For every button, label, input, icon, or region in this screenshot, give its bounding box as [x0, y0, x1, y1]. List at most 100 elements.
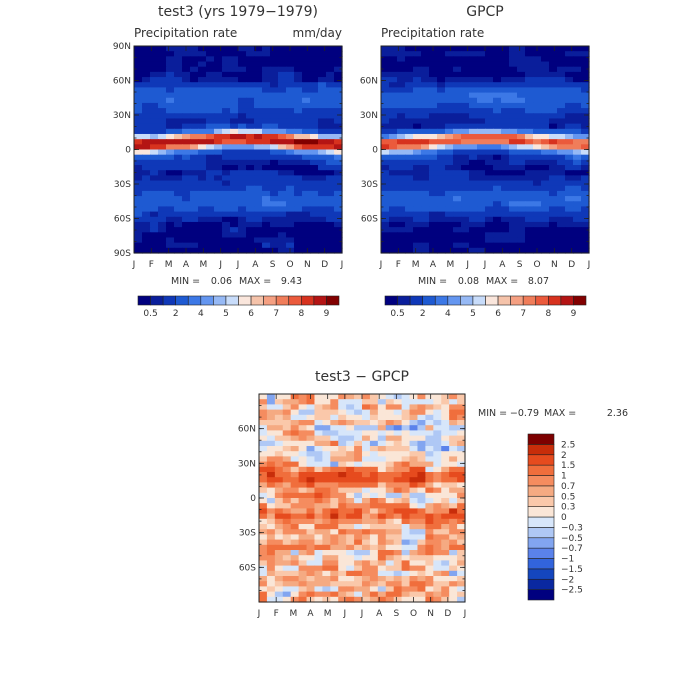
panel1-cell-593	[302, 159, 311, 166]
panel3-cell-342	[290, 461, 300, 468]
panel2-cell-596	[573, 159, 582, 166]
panel1-cell-531	[222, 149, 231, 156]
panel3-cell-493	[457, 487, 466, 494]
panel1-cell-806	[134, 206, 143, 213]
panel1-cell-232	[326, 87, 335, 94]
panel1-cell-1005	[270, 242, 279, 249]
panel2-cell-59	[437, 56, 446, 63]
panel3-cell-944	[322, 581, 331, 587]
panel2-cell-1034	[541, 247, 550, 254]
panel2-cell-170	[493, 77, 502, 83]
panel2-cell-732	[413, 190, 422, 197]
panel1-cell-504	[214, 144, 223, 151]
panel1-cell-83	[174, 61, 183, 68]
panel2-colorbar-label-7: 9	[571, 309, 577, 319]
panel3-cell-521	[266, 498, 276, 504]
panel1-colorbar-swatch-15	[326, 295, 340, 306]
panel1-cell-140	[214, 71, 223, 78]
panel2-cell-159	[405, 77, 414, 83]
panel3-cell-562	[385, 503, 395, 509]
panel1-cell-362	[326, 113, 335, 120]
panel3-cell-408	[401, 472, 411, 478]
panel1-cell-774	[294, 196, 303, 202]
panel3-cell-373	[330, 466, 339, 473]
panel1-cell-133	[158, 71, 167, 78]
panel3-cell-140	[338, 420, 347, 426]
panel1-cell-306	[294, 102, 303, 109]
panel1-cell-891	[190, 221, 199, 228]
panel2-cell-123	[533, 66, 542, 73]
panel3-cell-218	[338, 435, 347, 442]
panel3-cell-629	[298, 518, 308, 525]
panel3-cell-534	[369, 498, 379, 504]
panel3-cell-4	[290, 394, 300, 400]
panel2-cell-23	[565, 46, 574, 52]
panel1-cell-179	[318, 77, 327, 83]
panel2-cell-745	[517, 190, 526, 197]
panel2-cell-186	[413, 82, 422, 88]
panel2-cell-793	[485, 201, 494, 208]
panel3-cell-407	[393, 472, 403, 478]
panel2-cell-534	[493, 149, 502, 156]
panel2-cell-1026	[477, 247, 486, 254]
panel3-cell-255	[425, 440, 434, 447]
panel3-cell-955	[409, 581, 419, 587]
panel1-cell-287	[142, 102, 151, 109]
panel1-cell-975	[238, 237, 247, 244]
panel2-cell-197	[501, 82, 510, 88]
panel3-cell-321	[330, 456, 339, 463]
panel1-cell-463	[302, 133, 311, 140]
panel3-cell-45	[409, 399, 419, 405]
panel3-colorbar-label-14: −2.5	[561, 586, 583, 596]
panel2-cell-90	[477, 61, 486, 68]
panel1-cell-288	[150, 102, 159, 109]
panel1-cell-265	[174, 97, 183, 104]
panel2-cell-167	[469, 77, 478, 83]
panel1-cell-722	[294, 185, 303, 192]
panel3-cell-481	[362, 487, 371, 494]
panel3-cell-332	[417, 456, 426, 463]
panel3-cell-693	[393, 529, 403, 535]
panel1-cell-247	[238, 92, 247, 99]
panel3-cell-961	[457, 581, 466, 587]
panel2-cell-583	[469, 159, 478, 166]
panel1-cell-488	[294, 139, 303, 145]
panel2-cell-608	[461, 165, 470, 171]
panel2-cell-34	[445, 51, 454, 57]
panel1-cell-253	[286, 92, 295, 99]
panel1-cell-275	[254, 97, 263, 104]
panel2-cell-97	[533, 61, 542, 68]
panel1-cell-946	[214, 232, 223, 239]
panel3-cell-482	[369, 487, 379, 494]
panel3-cell-788	[322, 550, 331, 556]
panel3-cell-863	[298, 565, 308, 572]
panel3-cell-773	[409, 544, 419, 551]
panel2-cell-759	[421, 196, 430, 202]
panel2-cell-380	[509, 118, 518, 125]
panel1-cell-228	[294, 87, 303, 94]
panel2-cell-940	[413, 232, 422, 239]
panel1-cell-675	[334, 175, 343, 182]
panel1-cell-762	[198, 196, 207, 202]
panel3-cell-909	[457, 570, 466, 577]
panel2-cell-116	[477, 66, 486, 73]
panel3-cell-42	[385, 399, 395, 405]
panel2-cell-408	[525, 123, 534, 130]
panel2-cell-946	[461, 232, 470, 239]
panel3-cell-43	[393, 399, 403, 405]
panel1-cell-650	[134, 175, 143, 182]
panel3-cell-453	[346, 482, 355, 489]
panel1-cell-163	[190, 77, 199, 83]
panel3-cell-380	[385, 466, 395, 473]
panel1-cell-49	[318, 51, 327, 57]
panel2-cell-955	[533, 232, 542, 239]
panel2-cell-461	[533, 133, 542, 140]
panel1-cell-582	[214, 159, 223, 166]
panel3-cell-931	[425, 576, 434, 582]
panel1-cell-39	[238, 51, 247, 57]
panel2-cell-103	[581, 61, 590, 68]
panel3-colorbar-label-7: 0	[561, 513, 567, 523]
panel1-cell-129	[334, 66, 343, 73]
panel2-cell-671	[549, 175, 558, 182]
